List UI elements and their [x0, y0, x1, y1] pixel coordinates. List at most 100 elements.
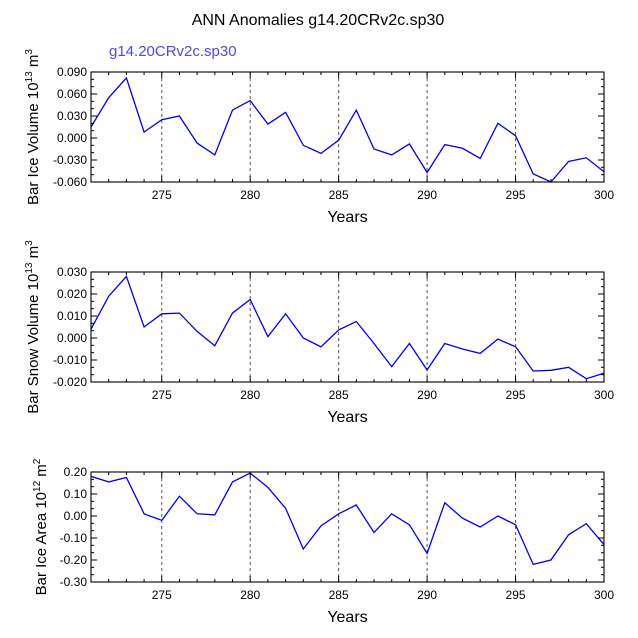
data-point — [302, 337, 305, 340]
data-point — [143, 326, 146, 329]
data-point — [355, 109, 358, 112]
data-point — [532, 563, 535, 566]
y-tick-label: 0.00 — [64, 509, 88, 523]
y-tick-label: -0.20 — [60, 553, 88, 567]
y-tick-label: 0.010 — [57, 309, 87, 323]
data-point — [496, 515, 499, 518]
y-axis-label: Bar Ice Area 1012 m2 — [32, 458, 50, 595]
data-point — [319, 345, 322, 348]
y-axis-label-unit: m — [25, 246, 42, 263]
data-point — [337, 512, 340, 515]
y-axis-label: Bar Snow Volume 1013 m3 — [24, 240, 42, 414]
y-tick-label: 0.030 — [57, 265, 87, 279]
data-point — [107, 480, 110, 483]
data-point — [178, 495, 181, 498]
data-point — [496, 338, 499, 341]
data-point — [532, 370, 535, 373]
data-point — [585, 156, 588, 159]
x-axis-label: Years — [327, 209, 367, 226]
data-point — [160, 519, 163, 522]
y-axis-label-unit: m — [25, 55, 42, 72]
data-point — [585, 522, 588, 525]
data-point — [426, 171, 429, 174]
data-point — [514, 134, 517, 137]
data-point — [213, 344, 216, 347]
data-point — [443, 143, 446, 146]
x-tick-label: 300 — [594, 188, 614, 202]
data-point — [408, 342, 411, 345]
data-point — [249, 298, 252, 301]
y-tick-label: 0.060 — [57, 87, 87, 101]
x-axis-label: Years — [327, 409, 367, 426]
data-point — [284, 111, 287, 114]
y-tick-label: 0.020 — [57, 287, 87, 301]
data-point — [266, 335, 269, 338]
data-point — [443, 501, 446, 504]
y-axis-label: Bar Ice Volume 1013 m3 — [24, 49, 42, 205]
x-tick-label: 280 — [240, 588, 260, 602]
data-point — [178, 312, 181, 315]
data-point — [196, 142, 199, 145]
data-point — [266, 123, 269, 126]
x-tick-label: 280 — [240, 388, 260, 402]
x-tick-label: 300 — [594, 388, 614, 402]
data-point — [160, 118, 163, 121]
data-point — [302, 548, 305, 551]
y-axis-label-unit: m — [33, 464, 50, 481]
y-tick-label: -0.30 — [60, 575, 88, 589]
panel-bar-ice-volume: 0.090 0.060 0.030 0.000 -0.030 -0.060 275 280 28… — [24, 43, 614, 226]
x-tick-label: 290 — [417, 588, 437, 602]
data-point — [461, 147, 464, 150]
data-point — [390, 153, 393, 156]
data-point — [160, 312, 163, 315]
data-point — [337, 328, 340, 331]
data-point — [231, 480, 234, 483]
data-point — [461, 517, 464, 520]
y-tick-label: -0.10 — [60, 531, 88, 545]
data-point — [284, 312, 287, 315]
series-line — [90, 275, 605, 380]
data-point — [319, 152, 322, 155]
x-tick-label: 280 — [240, 188, 260, 202]
data-point — [479, 352, 482, 355]
data-point — [302, 144, 305, 147]
panel-bar-snow-volume: 0.030 0.020 0.010 0.000 -0.010 -0.020 275 280 28… — [24, 240, 614, 426]
data-point — [213, 153, 216, 156]
y-axis-label-exponent: 12 — [32, 480, 43, 492]
data-point — [549, 559, 552, 562]
panel-bar-ice-area: 0.20 0.10 0.00 -0.10 -0.20 -0.30 275 280 285 290 2… — [32, 458, 614, 626]
data-point — [337, 139, 340, 142]
data-point — [461, 348, 464, 351]
x-tick-label: 285 — [329, 188, 349, 202]
y-tick-label: 0.10 — [64, 487, 88, 501]
series-line — [90, 76, 605, 183]
y-axis-label-exponent: 13 — [24, 71, 35, 83]
y-tick-label: 0.000 — [57, 131, 87, 145]
data-point — [373, 148, 376, 151]
y-tick-label: 0.030 — [57, 109, 87, 123]
y-tick-label: -0.060 — [53, 175, 87, 189]
data-point — [213, 513, 216, 516]
x-tick-label: 285 — [329, 588, 349, 602]
data-point — [567, 366, 570, 369]
y-tick-label: 0.000 — [57, 331, 87, 345]
series-line — [90, 472, 605, 566]
y-axis-label-exponent: 13 — [24, 262, 35, 274]
y-axis-label-text: Bar Snow Volume 10 — [25, 274, 42, 414]
data-point — [408, 142, 411, 145]
y-axis-label-text: Bar Ice Area 10 — [33, 492, 50, 595]
data-point — [549, 369, 552, 372]
data-point — [143, 131, 146, 134]
case-label: g14.20CRv2c.sp30 — [109, 43, 237, 60]
data-point — [319, 524, 322, 527]
y-tick-label: -0.030 — [53, 153, 87, 167]
data-point — [266, 486, 269, 489]
data-point — [143, 512, 146, 515]
data-point — [567, 160, 570, 163]
data-point — [443, 342, 446, 345]
data-point — [125, 76, 128, 79]
data-point — [284, 507, 287, 510]
data-point — [426, 552, 429, 555]
y-axis-label-unit-exponent: 2 — [32, 458, 43, 464]
